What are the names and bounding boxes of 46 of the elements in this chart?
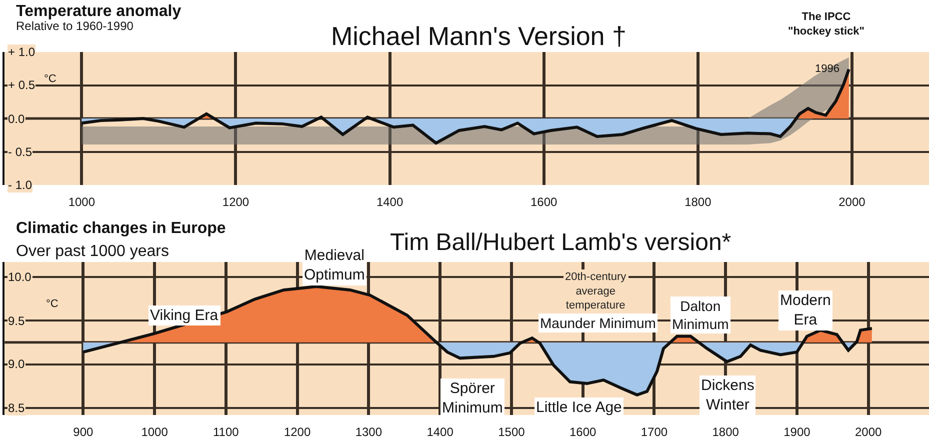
- annotation: Modern Era: [780, 292, 831, 328]
- y-tick-label: 9.0: [8, 357, 26, 371]
- x-tick-label: 1800: [684, 195, 712, 209]
- y-tick-label: 0.0: [8, 112, 26, 126]
- chart-subtitle: Relative to 1960-1990: [16, 19, 134, 33]
- annotation: Maunder Minimum: [540, 315, 656, 331]
- annotation: Viking Era: [150, 307, 219, 324]
- x-tick-label: 1400: [376, 195, 404, 209]
- ref-line-label: 20th-century average temperature: [565, 271, 627, 312]
- y-axis-title: °C: [46, 298, 58, 310]
- annotation: Dickens Winter: [701, 377, 754, 414]
- chart-title: Temperature anomaly: [16, 3, 182, 20]
- x-tick-label: 1000: [141, 425, 168, 439]
- text: Tim Ball/Hubert Lamb's version*: [390, 229, 732, 256]
- y-tick-label: + 1.0: [8, 45, 36, 59]
- x-tick-label: 1600: [530, 195, 558, 209]
- x-tick-label: 1400: [426, 425, 454, 439]
- chart-subtitle: Over past 1000 years: [16, 243, 169, 260]
- x-tick-label: 1800: [712, 425, 740, 439]
- y-tick-label: + 0.5: [8, 78, 36, 92]
- x-tick-label: 2000: [854, 425, 882, 439]
- x-tick-label: 1200: [222, 195, 250, 209]
- y-tick-label: 9.5: [8, 314, 26, 328]
- x-tick-label: 1600: [569, 425, 596, 439]
- y-tick-label: - 1.0: [8, 178, 32, 192]
- y-tick-label: 8.5: [8, 401, 26, 415]
- x-tick-label: 1500: [498, 425, 526, 439]
- y-axis-title: °C: [44, 73, 56, 85]
- chart-title: Climatic changes in Europe: [16, 220, 226, 237]
- x-tick-label: 2000: [838, 195, 866, 209]
- x-tick-label: 1200: [284, 425, 311, 439]
- annotation: Dalton Minimum: [672, 298, 729, 332]
- annotation: Little Ice Age: [536, 399, 622, 416]
- y-tick-label: 10.0: [8, 270, 32, 284]
- text: Michael Mann's Version †: [331, 21, 626, 51]
- text: The IPCC "hockey stick": [788, 11, 864, 38]
- x-tick-label: 1300: [355, 425, 382, 439]
- annotation: 1996: [815, 63, 840, 75]
- x-tick-label: 900: [73, 425, 94, 439]
- annotation: Medieval Optimum: [304, 247, 365, 284]
- y-tick-label: - 0.5: [8, 145, 32, 159]
- x-tick-label: 1000: [68, 195, 96, 209]
- x-tick-label: 1700: [640, 425, 668, 439]
- x-tick-label: 1100: [213, 425, 240, 439]
- x-tick-label: 1900: [784, 425, 811, 439]
- annotation: Spörer Minimum: [442, 380, 503, 416]
